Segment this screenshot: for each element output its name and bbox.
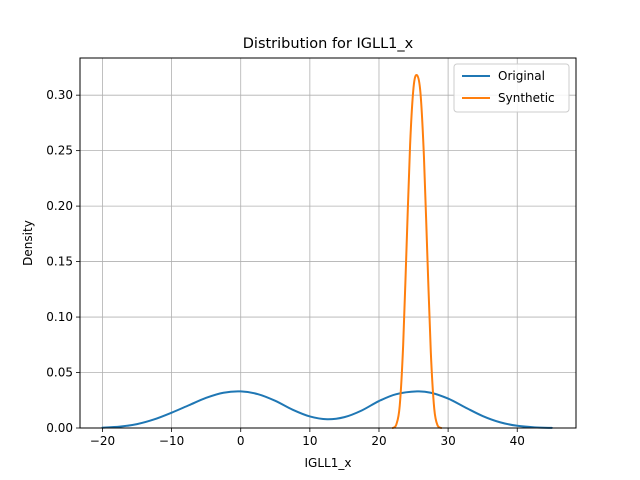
x-axis-label: IGLL1_x	[305, 456, 352, 470]
legend: Original Synthetic	[453, 63, 570, 113]
plot-frame	[79, 57, 577, 429]
y-axis-label: Density	[21, 220, 35, 266]
axis-ticks: −20 −10 0 10 20 30 40 0.00 0.05 0.10 0.15 0.20 0.25 0…	[46, 88, 525, 448]
y-tick-label: 0.15	[46, 255, 73, 269]
y-tick-label: 0.00	[46, 421, 73, 435]
y-tick-label: 0.10	[46, 310, 73, 324]
series-line-synthetic	[391, 73, 443, 429]
y-tick-label: 0.25	[46, 144, 73, 158]
y-tick-label: 0.30	[46, 88, 73, 102]
x-tick-label: −20	[90, 434, 115, 448]
legend-label-synthetic: Synthetic	[498, 91, 555, 105]
series-line-original	[101, 390, 553, 429]
y-tick-label: 0.20	[46, 199, 73, 213]
x-tick-label: −10	[159, 434, 184, 448]
legend-label-original: Original	[498, 69, 545, 83]
x-tick-label: 10	[302, 434, 317, 448]
x-tick-label: 30	[440, 434, 455, 448]
series-lines	[101, 73, 553, 429]
x-tick-label: 0	[237, 434, 245, 448]
chart-title: Distribution for IGLL1_x	[243, 36, 414, 52]
y-tick-label: 0.05	[46, 366, 73, 380]
x-tick-label: 20	[371, 434, 386, 448]
x-tick-label: 40	[510, 434, 525, 448]
